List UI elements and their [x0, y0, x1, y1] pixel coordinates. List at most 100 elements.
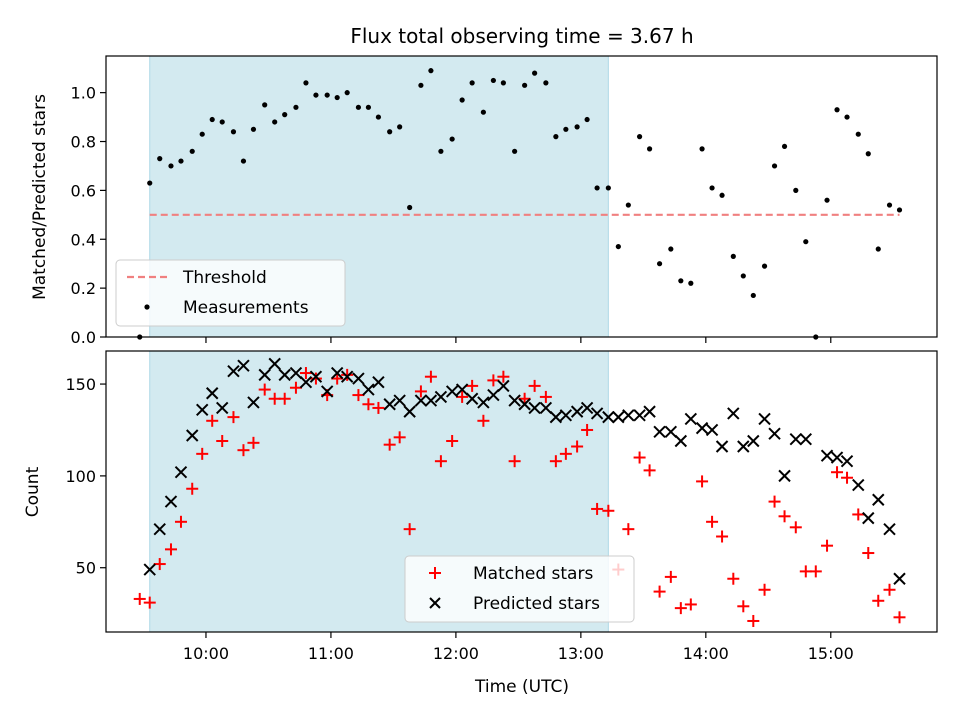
data-point	[237, 444, 250, 457]
data-point	[387, 129, 393, 135]
data-point	[591, 502, 604, 515]
data-point	[883, 583, 896, 596]
data-point	[414, 394, 428, 407]
data-point	[178, 158, 184, 164]
data-point	[477, 396, 490, 409]
data-point	[487, 388, 500, 402]
data-point	[414, 385, 427, 398]
data-point	[209, 116, 215, 123]
data-point	[309, 370, 323, 383]
data-point	[727, 407, 740, 420]
data-point	[688, 280, 694, 286]
data-point	[500, 80, 506, 86]
data-point	[446, 434, 459, 447]
data-point	[196, 447, 209, 460]
data-point	[164, 543, 177, 556]
bottom-series-matched-stars	[133, 367, 906, 627]
data-point	[643, 405, 656, 418]
data-point	[186, 429, 199, 442]
top-y-tick-label: 0.4	[71, 230, 96, 249]
data-point	[247, 436, 260, 449]
data-point	[372, 376, 385, 389]
data-point	[403, 523, 416, 536]
data-point	[695, 421, 709, 435]
data-point	[497, 379, 510, 393]
data-point	[466, 379, 479, 392]
top-series-measurements	[137, 68, 903, 340]
data-point	[893, 572, 906, 585]
data-point	[559, 409, 573, 422]
data-point	[727, 572, 740, 585]
data-point	[372, 401, 385, 414]
data-point	[331, 372, 344, 385]
data-point	[602, 410, 615, 424]
x-tick-label: 14:00	[683, 644, 729, 663]
data-point	[633, 451, 646, 464]
data-point	[778, 469, 791, 483]
data-point	[684, 598, 697, 611]
data-point	[758, 412, 771, 426]
data-point	[487, 374, 500, 387]
data-point	[355, 104, 362, 110]
data-point	[434, 390, 448, 404]
top-legend: Threshold Measurements	[115, 259, 346, 327]
data-point	[341, 368, 354, 381]
data-point	[883, 522, 896, 536]
x-tick-label: 15:00	[808, 644, 854, 663]
data-point	[602, 504, 615, 517]
data-point	[716, 530, 729, 543]
data-point	[841, 471, 854, 484]
data-point	[539, 390, 552, 403]
data-point	[258, 383, 271, 396]
data-point	[344, 90, 350, 96]
data-point	[653, 425, 666, 439]
data-point	[750, 292, 756, 299]
x-tick-label: 12:00	[433, 644, 479, 663]
data-point	[758, 583, 771, 596]
data-point	[862, 511, 875, 525]
data-point	[174, 466, 188, 479]
data-point	[455, 383, 469, 396]
data-point	[309, 372, 322, 385]
data-point	[206, 387, 219, 400]
data-point	[383, 438, 396, 451]
data-point	[737, 600, 750, 613]
legend-threshold-label: Threshold	[182, 268, 267, 288]
data-point	[571, 440, 584, 453]
data-point	[133, 592, 146, 605]
data-point	[508, 394, 521, 407]
data-point	[459, 97, 465, 103]
legend-predicted-swatch	[429, 597, 441, 609]
data-point	[740, 273, 746, 279]
data-point	[393, 431, 406, 444]
data-point	[539, 401, 553, 415]
data-point	[424, 370, 437, 383]
top-y-tick-label: 0.0	[71, 328, 96, 347]
data-point	[834, 107, 840, 113]
data-point	[580, 401, 594, 415]
data-point	[397, 124, 403, 130]
data-point	[664, 570, 677, 583]
data-point	[512, 148, 518, 154]
data-point	[278, 392, 291, 405]
data-point	[216, 434, 229, 447]
data-point	[761, 263, 768, 269]
data-point	[240, 158, 247, 164]
data-point	[272, 119, 278, 125]
data-point	[549, 455, 562, 468]
data-point	[424, 394, 438, 407]
data-point	[334, 94, 340, 101]
data-point	[674, 602, 687, 615]
data-point	[581, 423, 594, 436]
data-point	[862, 547, 875, 560]
legend-measurements-swatch	[144, 304, 150, 310]
data-point	[831, 466, 844, 479]
data-point	[320, 385, 334, 398]
data-point	[789, 521, 802, 534]
bottom-legend: Matched stars Predicted stars	[404, 555, 635, 623]
data-point	[821, 539, 834, 552]
data-point	[340, 370, 354, 383]
data-point	[303, 80, 309, 86]
data-point	[778, 510, 791, 523]
data-point	[653, 585, 666, 598]
